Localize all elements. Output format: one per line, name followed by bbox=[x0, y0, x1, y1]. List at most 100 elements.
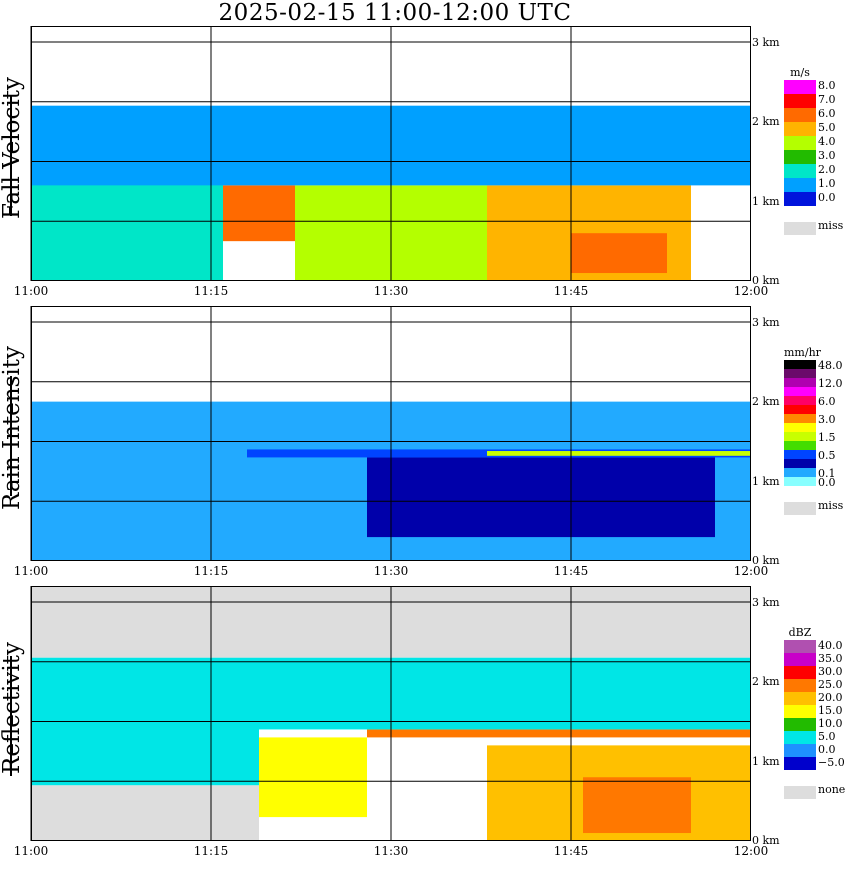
x-tick-label: 11:15 bbox=[193, 844, 229, 858]
x-tick-label: 12:00 bbox=[733, 564, 769, 578]
legend-level-label: 15.0 bbox=[818, 704, 843, 717]
legend-swatch bbox=[784, 718, 816, 731]
legend-swatch bbox=[784, 387, 816, 396]
legend-swatch bbox=[784, 80, 816, 94]
legend-level-label: 0.1 bbox=[818, 467, 836, 480]
legend-swatch bbox=[784, 679, 816, 692]
height-tick-label: 1 km bbox=[752, 195, 780, 208]
data-region bbox=[259, 737, 367, 818]
legend-level-label: 6.0 bbox=[818, 107, 836, 120]
legend-level-label: 4.0 bbox=[818, 135, 836, 148]
height-tick-label: 3 km bbox=[752, 596, 780, 609]
legend-swatch bbox=[784, 731, 816, 744]
legend-swatch bbox=[784, 108, 816, 122]
x-tick-label: 11:30 bbox=[373, 284, 409, 298]
x-tick-label: 11:00 bbox=[13, 284, 49, 298]
legend-swatch bbox=[784, 136, 816, 150]
legend-swatch bbox=[784, 432, 816, 441]
legend-title: dBZ bbox=[788, 626, 812, 639]
height-tick-label: 3 km bbox=[752, 316, 780, 329]
legend-swatch bbox=[784, 757, 816, 770]
legend-swatch bbox=[784, 396, 816, 405]
legend-swatch bbox=[784, 653, 816, 666]
legend-title: m/s bbox=[790, 66, 810, 79]
legend-swatch bbox=[784, 405, 816, 414]
plot-frame bbox=[31, 26, 751, 281]
reflectivity-panel: Reflectivity 11:00 11:15 11:30 11:45 12:… bbox=[0, 586, 850, 871]
legend-level-label: 7.0 bbox=[818, 93, 836, 106]
legend-swatch bbox=[784, 122, 816, 136]
x-tick-label: 11:00 bbox=[13, 844, 49, 858]
legend-swatch bbox=[784, 178, 816, 192]
legend-swatch bbox=[784, 692, 816, 705]
legend-swatch bbox=[784, 360, 816, 369]
legend-swatch bbox=[784, 192, 816, 206]
height-tick-label: 1 km bbox=[752, 475, 780, 488]
legend-missing-swatch bbox=[784, 222, 816, 235]
legend-swatch bbox=[784, 450, 816, 459]
legend-level-label: 0.5 bbox=[818, 449, 836, 462]
axis-label-bar bbox=[10, 376, 12, 496]
legend-level-label: 12.0 bbox=[818, 377, 843, 390]
legend-swatch bbox=[784, 423, 816, 432]
legend-level-label: 30.0 bbox=[818, 665, 843, 678]
page-title: 2025-02-15 11:00-12:00 UTC bbox=[218, 0, 572, 26]
fall-velocity-plot bbox=[30, 26, 751, 281]
no-echo-region bbox=[31, 785, 259, 841]
x-tick-label: 12:00 bbox=[733, 284, 769, 298]
legend-level-label: 40.0 bbox=[818, 639, 843, 652]
legend-level-label: 6.0 bbox=[818, 395, 836, 408]
reflectivity-plot bbox=[30, 586, 751, 841]
legend-level-label: 20.0 bbox=[818, 691, 843, 704]
legend-level-label: 35.0 bbox=[818, 652, 843, 665]
x-tick-label: 11:45 bbox=[553, 844, 589, 858]
data-region bbox=[367, 457, 715, 538]
height-tick-label: 0 km bbox=[752, 274, 780, 287]
legend-level-label: 48.0 bbox=[818, 359, 843, 372]
legend-title: mm/hr bbox=[784, 346, 821, 359]
data-region bbox=[583, 777, 691, 834]
axis-label-bar bbox=[10, 656, 12, 776]
legend-level-label: 3.0 bbox=[818, 149, 836, 162]
legend-swatch bbox=[784, 705, 816, 718]
height-tick-label: 0 km bbox=[752, 554, 780, 567]
legend-level-label: 8.0 bbox=[818, 79, 836, 92]
legend-level-label: −5.0 bbox=[818, 756, 845, 769]
height-tick-label: 2 km bbox=[752, 115, 780, 128]
legend-level-label: 1.0 bbox=[818, 177, 836, 190]
legend-level-label: 3.0 bbox=[818, 413, 836, 426]
legend-swatch bbox=[784, 94, 816, 108]
legend-swatch bbox=[784, 164, 816, 178]
legend-missing-label: miss bbox=[818, 219, 844, 232]
legend-swatch bbox=[784, 369, 816, 378]
data-region bbox=[223, 185, 295, 242]
legend-missing-swatch bbox=[784, 786, 816, 799]
rain-intensity-panel: Rain Intensity 11:00 11:15 11:30 11:45 1… bbox=[0, 306, 850, 591]
x-tick-label: 11:30 bbox=[373, 844, 409, 858]
legend-level-label: 5.0 bbox=[818, 121, 836, 134]
height-tick-label: 2 km bbox=[752, 675, 780, 688]
x-tick-label: 11:00 bbox=[13, 564, 49, 578]
legend-level-label: 1.5 bbox=[818, 431, 836, 444]
legend-swatch bbox=[784, 666, 816, 679]
legend-missing-swatch bbox=[784, 502, 816, 515]
x-tick-label: 12:00 bbox=[733, 844, 769, 858]
legend-swatch bbox=[784, 441, 816, 450]
height-tick-label: 3 km bbox=[752, 36, 780, 49]
fall-velocity-axis-label: Fall Velocity bbox=[0, 77, 25, 219]
x-tick-label: 11:45 bbox=[553, 284, 589, 298]
axis-label-bar bbox=[10, 96, 12, 216]
x-tick-label: 11:30 bbox=[373, 564, 409, 578]
data-region bbox=[487, 451, 751, 456]
legend-swatch bbox=[784, 477, 816, 486]
height-tick-label: 0 km bbox=[752, 834, 780, 847]
reflectivity-axis-label: Reflectivity bbox=[0, 642, 25, 774]
height-tick-label: 1 km bbox=[752, 755, 780, 768]
x-tick-label: 11:15 bbox=[193, 284, 229, 298]
legend-level-label: 0.0 bbox=[818, 191, 836, 204]
x-tick-label: 11:15 bbox=[193, 564, 229, 578]
legend-missing-label: miss bbox=[818, 499, 844, 512]
data-region bbox=[367, 729, 751, 738]
data-region bbox=[571, 233, 667, 274]
legend-level-label: 2.0 bbox=[818, 163, 836, 176]
